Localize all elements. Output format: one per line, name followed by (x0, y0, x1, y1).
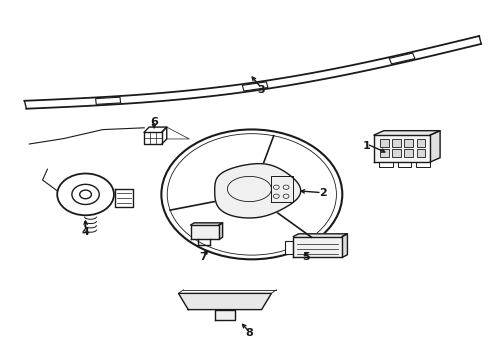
Polygon shape (214, 164, 300, 218)
Polygon shape (219, 223, 222, 239)
Bar (415, 162, 429, 167)
Text: 4: 4 (81, 227, 89, 237)
Bar (404, 139, 412, 147)
Bar (96, 97, 121, 104)
Bar (416, 139, 425, 147)
Bar (242, 82, 267, 91)
Polygon shape (190, 223, 222, 225)
Bar (378, 162, 392, 167)
Bar (391, 139, 400, 147)
Polygon shape (215, 310, 234, 320)
Bar (391, 149, 400, 157)
Text: 2: 2 (318, 188, 326, 198)
Text: 3: 3 (257, 85, 265, 95)
Polygon shape (342, 234, 346, 257)
Polygon shape (293, 234, 346, 237)
Polygon shape (429, 131, 439, 162)
Text: 5: 5 (301, 252, 309, 262)
Polygon shape (178, 293, 271, 310)
Text: 1: 1 (362, 141, 370, 151)
Text: 6: 6 (150, 117, 158, 127)
Bar (404, 149, 412, 157)
Bar (397, 162, 410, 167)
Polygon shape (293, 237, 342, 257)
Polygon shape (190, 225, 219, 239)
Bar (379, 139, 388, 147)
Text: 8: 8 (245, 328, 253, 338)
Polygon shape (373, 135, 429, 162)
Bar (416, 149, 425, 157)
Polygon shape (373, 131, 439, 135)
Text: 7: 7 (199, 252, 206, 262)
Bar (379, 149, 388, 157)
Bar (388, 53, 414, 64)
Bar (284, 241, 293, 254)
